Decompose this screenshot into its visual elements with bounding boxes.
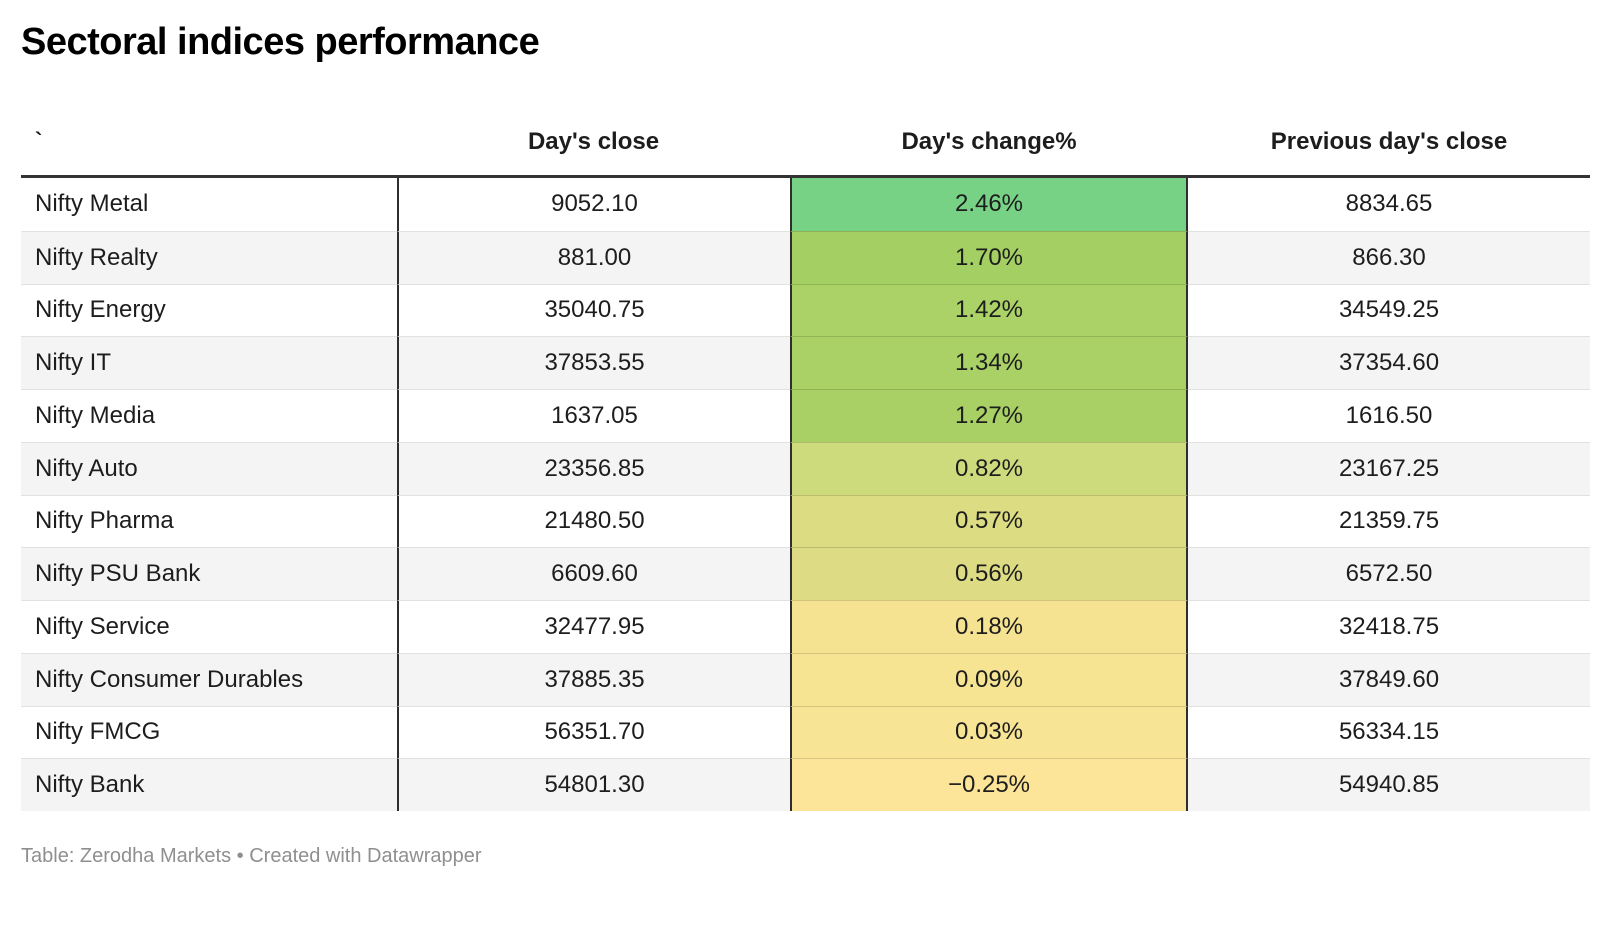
days-change-heat-cell: 1.42% [790,283,1188,337]
days-close-cell: 35040.75 [397,283,790,337]
index-name-cell: Nifty Metal [21,178,397,231]
days-close-cell: 21480.50 [397,494,790,548]
prev-close-cell: 6572.50 [1188,547,1590,600]
page-title: Sectoral indices performance [21,21,540,63]
table-row: Nifty Service 32477.95 0.18% 32418.75 [21,600,1590,653]
column-header-days-change: Day's change% [901,128,1077,155]
days-change-heat-cell: 0.57% [790,494,1188,548]
days-close-cell: 23356.85 [397,441,790,495]
days-change-heat-cell: 0.03% [790,705,1188,759]
table-row: Nifty IT 37853.55 1.34% 37354.60 [21,336,1590,389]
table-row: Nifty Pharma 21480.50 0.57% 21359.75 [21,494,1590,548]
days-close-cell: 881.00 [397,230,790,284]
index-name-cell: Nifty Consumer Durables [21,652,397,706]
index-name-cell: Nifty Bank [21,758,397,811]
days-close-cell: 1637.05 [397,389,790,442]
days-close-cell: 54801.30 [397,758,790,811]
days-close-cell: 32477.95 [397,600,790,653]
days-change-heat-cell: 0.09% [790,652,1188,706]
datawrapper-table-page: Sectoral indices performance ` Day's clo… [0,20,1608,868]
index-name-cell: Nifty Media [21,389,397,442]
prev-close-cell: 37849.60 [1188,652,1590,706]
days-change-heat-cell: 2.46% [790,178,1188,231]
days-change-heat-cell: 0.18% [790,600,1188,653]
index-name-cell: Nifty Realty [21,230,397,284]
table-row: Nifty Bank 54801.30 −0.25% 54940.85 [21,758,1590,811]
prev-close-cell: 21359.75 [1188,494,1590,548]
table-body: Nifty Metal 9052.10 2.46% 8834.65 Nifty Real… [21,178,1590,811]
table-header-row: ` Day's close Day's change% Previous day… [21,102,1590,178]
prev-close-cell: 56334.15 [1188,705,1590,759]
table-row: Nifty Realty 881.00 1.70% 866.30 [21,230,1590,284]
days-change-heat-cell: 0.82% [790,441,1188,495]
index-name-cell: Nifty Pharma [21,494,397,548]
days-change-heat-cell: −0.25% [790,758,1188,811]
prev-close-cell: 866.30 [1188,230,1590,284]
index-name-cell: Nifty Energy [21,283,397,337]
table-row: Nifty PSU Bank 6609.60 0.56% 6572.50 [21,547,1590,600]
table-row: Nifty Consumer Durables 37885.35 0.09% 3784… [21,652,1590,706]
prev-close-cell: 23167.25 [1188,441,1590,495]
table-row: Nifty FMCG 56351.70 0.03% 56334.15 [21,705,1590,759]
prev-close-cell: 54940.85 [1188,758,1590,811]
sectoral-indices-table: ` Day's close Day's change% Previous day… [21,102,1590,811]
days-close-cell: 6609.60 [397,547,790,600]
days-change-heat-cell: 1.34% [790,336,1188,389]
table-attribution: Table: Zerodha Markets • Created with Da… [21,845,482,867]
index-name-cell: Nifty PSU Bank [21,547,397,600]
index-name-cell: Nifty FMCG [21,705,397,759]
days-change-heat-cell: 0.56% [790,547,1188,600]
table-row: Nifty Auto 23356.85 0.82% 23167.25 [21,441,1590,495]
index-name-cell: Nifty Service [21,600,397,653]
index-name-cell: Nifty IT [21,336,397,389]
table-row: Nifty Metal 9052.10 2.46% 8834.65 [21,178,1590,231]
column-header-days-close: Day's close [527,128,660,155]
days-close-cell: 37885.35 [397,652,790,706]
index-name-cell: Nifty Auto [21,441,397,495]
days-close-cell: 56351.70 [397,705,790,759]
column-header-index-name: ` [35,128,43,153]
prev-close-cell: 37354.60 [1188,336,1590,389]
prev-close-cell: 34549.25 [1188,283,1590,337]
prev-close-cell: 32418.75 [1188,600,1590,653]
days-close-cell: 9052.10 [397,178,790,231]
prev-close-cell: 8834.65 [1188,178,1590,231]
column-header-prev-close: Previous day's close [1270,128,1508,155]
table-row: Nifty Energy 35040.75 1.42% 34549.25 [21,283,1590,337]
days-change-heat-cell: 1.27% [790,389,1188,442]
days-change-heat-cell: 1.70% [790,230,1188,284]
days-close-cell: 37853.55 [397,336,790,389]
prev-close-cell: 1616.50 [1188,389,1590,442]
table-row: Nifty Media 1637.05 1.27% 1616.50 [21,389,1590,442]
